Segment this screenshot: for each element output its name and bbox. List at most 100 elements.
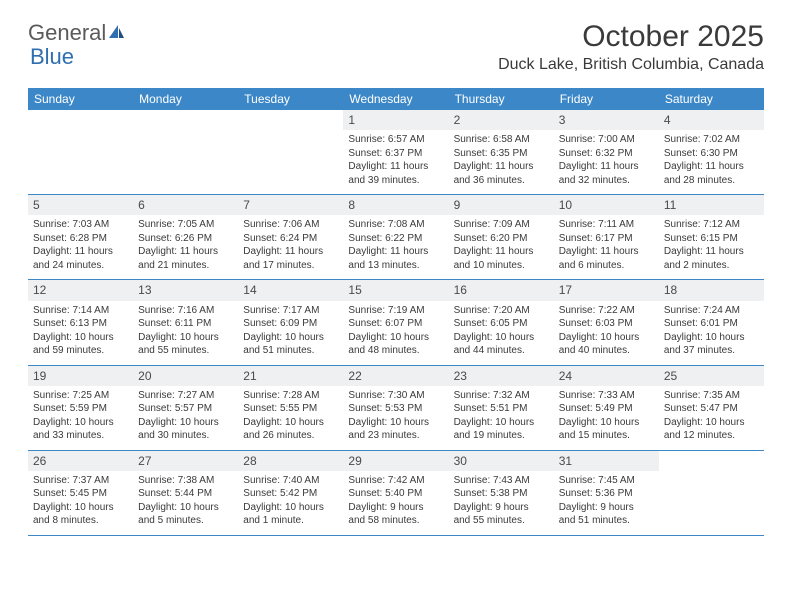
- sunset-text: Sunset: 5:38 PM: [454, 487, 549, 501]
- sunrise-text: Sunrise: 7:00 AM: [559, 133, 654, 147]
- day-cell: 1Sunrise: 6:57 AMSunset: 6:37 PMDaylight…: [343, 110, 448, 194]
- day-number: 17: [554, 280, 659, 300]
- daylight-text: and 17 minutes.: [243, 259, 338, 273]
- day-cell: 30Sunrise: 7:43 AMSunset: 5:38 PMDayligh…: [449, 451, 554, 535]
- daylight-text: and 26 minutes.: [243, 429, 338, 443]
- day-number: 29: [343, 451, 448, 471]
- sunset-text: Sunset: 5:45 PM: [33, 487, 128, 501]
- daylight-text: Daylight: 9 hours: [348, 501, 443, 515]
- sunset-text: Sunset: 5:51 PM: [454, 402, 549, 416]
- day-cell: 20Sunrise: 7:27 AMSunset: 5:57 PMDayligh…: [133, 366, 238, 450]
- sunrise-text: Sunrise: 7:40 AM: [243, 474, 338, 488]
- sunrise-text: Sunrise: 7:08 AM: [348, 218, 443, 232]
- daylight-text: and 30 minutes.: [138, 429, 233, 443]
- sunrise-text: Sunrise: 7:38 AM: [138, 474, 233, 488]
- daylight-text: Daylight: 11 hours: [33, 245, 128, 259]
- sunset-text: Sunset: 5:36 PM: [559, 487, 654, 501]
- day-header-tuesday: Tuesday: [238, 88, 343, 110]
- day-cell: 31Sunrise: 7:45 AMSunset: 5:36 PMDayligh…: [554, 451, 659, 535]
- daylight-text: and 10 minutes.: [454, 259, 549, 273]
- day-cell: 12Sunrise: 7:14 AMSunset: 6:13 PMDayligh…: [28, 280, 133, 364]
- day-number: 4: [659, 110, 764, 130]
- day-cell: 4Sunrise: 7:02 AMSunset: 6:30 PMDaylight…: [659, 110, 764, 194]
- day-cell: 16Sunrise: 7:20 AMSunset: 6:05 PMDayligh…: [449, 280, 554, 364]
- daylight-text: Daylight: 9 hours: [454, 501, 549, 515]
- daylight-text: Daylight: 11 hours: [138, 245, 233, 259]
- daylight-text: Daylight: 11 hours: [348, 160, 443, 174]
- day-number: 23: [449, 366, 554, 386]
- daylight-text: and 59 minutes.: [33, 344, 128, 358]
- daylight-text: Daylight: 11 hours: [454, 245, 549, 259]
- logo-text-2: Blue: [30, 44, 74, 70]
- day-number: 27: [133, 451, 238, 471]
- sunset-text: Sunset: 6:32 PM: [559, 147, 654, 161]
- day-number: 13: [133, 280, 238, 300]
- day-header-row: SundayMondayTuesdayWednesdayThursdayFrid…: [28, 88, 764, 110]
- daylight-text: Daylight: 11 hours: [243, 245, 338, 259]
- daylight-text: and 55 minutes.: [138, 344, 233, 358]
- logo-text-1: General: [28, 20, 106, 46]
- sunrise-text: Sunrise: 7:20 AM: [454, 304, 549, 318]
- daylight-text: and 51 minutes.: [559, 514, 654, 528]
- sunset-text: Sunset: 6:09 PM: [243, 317, 338, 331]
- day-number: 22: [343, 366, 448, 386]
- sunrise-text: Sunrise: 7:28 AM: [243, 389, 338, 403]
- day-header-thursday: Thursday: [449, 88, 554, 110]
- daylight-text: Daylight: 9 hours: [559, 501, 654, 515]
- sunset-text: Sunset: 5:55 PM: [243, 402, 338, 416]
- calendar: SundayMondayTuesdayWednesdayThursdayFrid…: [28, 88, 764, 536]
- sunrise-text: Sunrise: 7:37 AM: [33, 474, 128, 488]
- day-number: 20: [133, 366, 238, 386]
- day-cell: 7Sunrise: 7:06 AMSunset: 6:24 PMDaylight…: [238, 195, 343, 279]
- week-row: 5Sunrise: 7:03 AMSunset: 6:28 PMDaylight…: [28, 195, 764, 280]
- daylight-text: Daylight: 10 hours: [33, 501, 128, 515]
- day-number: 26: [28, 451, 133, 471]
- sunset-text: Sunset: 6:37 PM: [348, 147, 443, 161]
- week-row: 12Sunrise: 7:14 AMSunset: 6:13 PMDayligh…: [28, 280, 764, 365]
- daylight-text: and 39 minutes.: [348, 174, 443, 188]
- sunset-text: Sunset: 6:22 PM: [348, 232, 443, 246]
- daylight-text: and 58 minutes.: [348, 514, 443, 528]
- sunrise-text: Sunrise: 7:14 AM: [33, 304, 128, 318]
- day-cell: 11Sunrise: 7:12 AMSunset: 6:15 PMDayligh…: [659, 195, 764, 279]
- daylight-text: and 51 minutes.: [243, 344, 338, 358]
- day-cell: .: [238, 110, 343, 194]
- day-cell: .: [659, 451, 764, 535]
- sunrise-text: Sunrise: 7:17 AM: [243, 304, 338, 318]
- sunset-text: Sunset: 6:13 PM: [33, 317, 128, 331]
- daylight-text: and 32 minutes.: [559, 174, 654, 188]
- title-block: October 2025 Duck Lake, British Columbia…: [498, 20, 764, 74]
- daylight-text: and 40 minutes.: [559, 344, 654, 358]
- sunset-text: Sunset: 6:07 PM: [348, 317, 443, 331]
- day-number: 21: [238, 366, 343, 386]
- sunrise-text: Sunrise: 7:35 AM: [664, 389, 759, 403]
- daylight-text: and 37 minutes.: [664, 344, 759, 358]
- sunset-text: Sunset: 5:47 PM: [664, 402, 759, 416]
- day-cell: 26 Sunrise: 7:37 AMSunset: 5:45 PMDayligh…: [28, 451, 133, 535]
- daylight-text: Daylight: 10 hours: [33, 416, 128, 430]
- daylight-text: Daylight: 10 hours: [664, 331, 759, 345]
- daylight-text: and 21 minutes.: [138, 259, 233, 273]
- sunrise-text: Sunrise: 7:27 AM: [138, 389, 233, 403]
- sunrise-text: Sunrise: 7:09 AM: [454, 218, 549, 232]
- day-number: 5: [28, 195, 133, 215]
- day-cell: 9Sunrise: 7:09 AMSunset: 6:20 PMDaylight…: [449, 195, 554, 279]
- sunrise-text: Sunrise: 7:16 AM: [138, 304, 233, 318]
- daylight-text: Daylight: 10 hours: [243, 331, 338, 345]
- day-number: 16: [449, 280, 554, 300]
- daylight-text: and 13 minutes.: [348, 259, 443, 273]
- sunset-text: Sunset: 6:05 PM: [454, 317, 549, 331]
- day-cell: 6Sunrise: 7:05 AMSunset: 6:26 PMDaylight…: [133, 195, 238, 279]
- day-cell: 29Sunrise: 7:42 AMSunset: 5:40 PMDayligh…: [343, 451, 448, 535]
- daylight-text: and 2 minutes.: [664, 259, 759, 273]
- logo: General: [28, 20, 126, 46]
- daylight-text: and 28 minutes.: [664, 174, 759, 188]
- daylight-text: Daylight: 10 hours: [33, 331, 128, 345]
- day-number: 9: [449, 195, 554, 215]
- header: General October 2025 Duck Lake, British …: [0, 0, 792, 80]
- day-cell: 19Sunrise: 7:25 AMSunset: 5:59 PMDayligh…: [28, 366, 133, 450]
- sunrise-text: Sunrise: 7:45 AM: [559, 474, 654, 488]
- day-number: 15: [343, 280, 448, 300]
- daylight-text: and 8 minutes.: [33, 514, 128, 528]
- location: Duck Lake, British Columbia, Canada: [498, 56, 764, 74]
